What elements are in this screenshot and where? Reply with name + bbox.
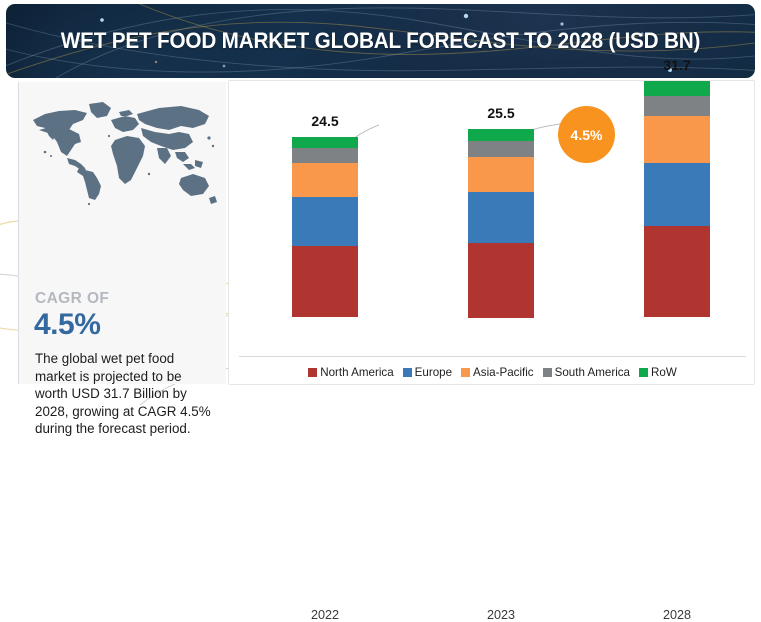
stacked-bar[interactable] xyxy=(644,81,710,326)
stacked-bar[interactable] xyxy=(468,128,534,326)
header-banner: WET PET FOOD MARKET GLOBAL FORECAST TO 2… xyxy=(6,4,755,78)
bar-segment[interactable] xyxy=(644,226,710,318)
x-axis-line xyxy=(239,356,746,357)
legend-item[interactable]: Europe xyxy=(402,366,453,379)
legend-item[interactable]: North America xyxy=(308,366,394,379)
bar-segment[interactable] xyxy=(468,243,534,319)
x-axis-label: 2023 xyxy=(486,608,516,622)
bar-segment[interactable] xyxy=(644,81,710,96)
bar-segment[interactable] xyxy=(292,148,358,163)
legend-swatch xyxy=(542,368,552,377)
sidebar-panel: CAGR OF 4.5% The global wet pet food mar… xyxy=(18,82,226,436)
legend-swatch xyxy=(308,368,318,377)
bar-segment[interactable] xyxy=(292,196,358,246)
bar-segment[interactable] xyxy=(468,128,534,142)
chart-legend: North America Europe Asia-Pacific South Ame… xyxy=(229,366,756,379)
legend-item[interactable]: Asia-Pacific xyxy=(461,366,534,379)
legend-label: Europe xyxy=(414,366,453,379)
legend-item[interactable]: South America xyxy=(542,366,631,379)
x-axis-label: 2028 xyxy=(662,608,692,622)
bar-total-label: 31.7 xyxy=(663,57,691,73)
bar-segment[interactable] xyxy=(644,162,710,227)
bar-segment[interactable] xyxy=(644,95,710,116)
cagr-description: The global wet pet food market is projec… xyxy=(35,351,211,437)
legend-swatch xyxy=(402,368,412,377)
bar-segment[interactable] xyxy=(468,192,534,244)
bar-segment[interactable] xyxy=(468,156,534,193)
bar-total-label: 24.5 xyxy=(311,112,339,129)
bar-total-label: 25.5 xyxy=(487,104,515,121)
world-map-icon xyxy=(33,102,217,206)
header-network-graphic xyxy=(6,4,755,78)
bar-segment[interactable] xyxy=(292,245,358,318)
plot-area: 24.5 2022 25.5 2023 31.7 2028 4.5% xyxy=(229,57,756,622)
cagr-value: 4.5% xyxy=(34,308,101,341)
world-map-graphic xyxy=(23,94,223,206)
infographic-root: WET PET FOOD MARKET GLOBAL FORECAST TO 2… xyxy=(0,4,756,622)
legend-label: Asia-Pacific xyxy=(473,366,534,379)
bar-segment[interactable] xyxy=(292,136,358,149)
x-axis-label: 2022 xyxy=(310,608,340,622)
legend-item[interactable]: RoW xyxy=(639,366,677,379)
legend-label: South America xyxy=(554,366,631,379)
bar-segment[interactable] xyxy=(292,162,358,197)
legend-swatch xyxy=(461,368,471,377)
legend-swatch xyxy=(639,368,649,377)
bar-segment[interactable] xyxy=(468,141,534,157)
bar-segment[interactable] xyxy=(644,115,710,163)
legend-label: RoW xyxy=(651,366,677,379)
stacked-bar[interactable] xyxy=(292,136,358,326)
page-title: WET PET FOOD MARKET GLOBAL FORECAST TO 2… xyxy=(60,28,701,53)
cagr-label: CAGR OF xyxy=(35,290,110,307)
legend-label: North America xyxy=(320,366,394,379)
cagr-badge: 4.5% xyxy=(558,106,615,163)
chart-panel: 24.5 2022 25.5 2023 31.7 2028 4.5% North… xyxy=(228,57,756,622)
